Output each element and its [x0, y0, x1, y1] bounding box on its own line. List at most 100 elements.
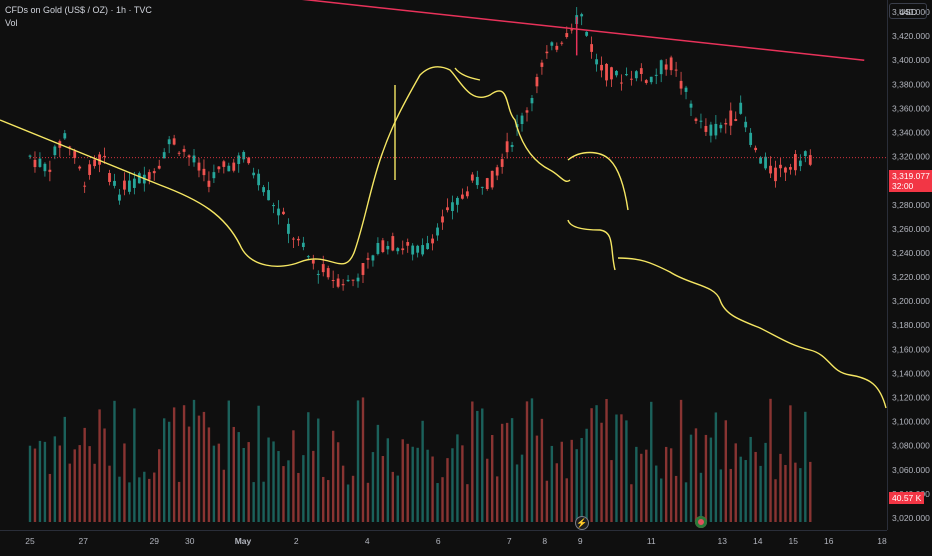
- volume-bar: [719, 469, 723, 522]
- volume-bar: [664, 446, 668, 522]
- lightning-icon[interactable]: ⚡: [575, 516, 589, 530]
- volume-bar: [655, 465, 658, 522]
- candle-body: [113, 180, 116, 186]
- candle-body: [490, 170, 494, 188]
- volume-bar: [610, 460, 613, 522]
- candle-body: [595, 59, 598, 65]
- price-axis[interactable]: 3,440.000 3,420.000 3,400.000 3,380.000 3,36…: [887, 0, 932, 530]
- volume-bar: [336, 442, 340, 522]
- candle-body: [719, 124, 723, 129]
- volume-bar: [625, 420, 628, 522]
- candle-body: [634, 71, 638, 79]
- volume-bar: [416, 447, 419, 522]
- candle-body: [406, 242, 410, 246]
- candle-body: [754, 147, 758, 151]
- candle-body: [500, 159, 504, 167]
- candle-body: [147, 172, 151, 180]
- volume-bar: [93, 463, 96, 522]
- volume-bar: [411, 446, 414, 522]
- price-tick-label: 3,260.000: [892, 224, 930, 234]
- candle-body: [470, 174, 474, 181]
- volume-bar: [585, 428, 588, 522]
- time-axis[interactable]: 25 27 29 30 May 2 4 6 7 8 9 11 13 14 15 16 18: [0, 530, 887, 551]
- candle-body: [649, 76, 653, 83]
- volume-bar: [192, 399, 196, 522]
- candle-body: [560, 42, 564, 44]
- candle-body: [600, 64, 603, 71]
- candle-body: [644, 80, 648, 83]
- time-tick-label: 8: [542, 536, 547, 546]
- candle-body: [714, 123, 718, 136]
- candle-body: [227, 165, 231, 172]
- projection-drawings: [0, 66, 887, 409]
- time-tick-label: 13: [718, 536, 728, 546]
- volume-bar: [391, 471, 395, 522]
- chart-area[interactable]: [0, 0, 887, 530]
- candle-body: [451, 202, 454, 212]
- candle-body: [729, 110, 733, 126]
- volume-bar: [456, 434, 459, 522]
- candle-body: [744, 121, 748, 128]
- candle-body: [78, 166, 82, 169]
- price-tick-label: 3,320.000: [892, 152, 930, 162]
- volume-bar: [63, 416, 66, 522]
- candle-body: [480, 186, 484, 188]
- candle-body: [580, 14, 584, 17]
- volume-bar: [103, 428, 106, 522]
- time-tick-label: 2: [294, 536, 299, 546]
- candle-body: [525, 110, 529, 113]
- candle-body: [789, 167, 792, 170]
- volume-bar: [108, 465, 111, 522]
- price-tick-label: 3,400.000: [892, 55, 930, 65]
- event-flag-icon[interactable]: [695, 516, 707, 528]
- price-chart[interactable]: [0, 0, 887, 530]
- volume-tag: 40.57 K: [889, 492, 925, 504]
- volume-bar: [381, 456, 385, 522]
- volume-bar: [277, 451, 280, 522]
- volume-bar: [724, 420, 727, 522]
- time-tick-label: 4: [365, 536, 370, 546]
- projection-path: [567, 219, 616, 271]
- volume-bar: [679, 399, 683, 522]
- volume-bar: [545, 480, 549, 522]
- volume-bar: [386, 438, 390, 522]
- candle-body: [590, 44, 594, 52]
- candle-body: [157, 165, 161, 169]
- volume-bar: [436, 483, 439, 522]
- candle-body: [53, 146, 57, 156]
- price-tick-label: 3,420.000: [892, 31, 930, 41]
- volume-bar: [764, 442, 767, 522]
- candle-body: [784, 167, 787, 173]
- candle-body: [192, 155, 196, 163]
- candle-body: [366, 258, 370, 260]
- volume-bar: [714, 412, 718, 522]
- price-tick-label: 3,200.000: [892, 296, 930, 306]
- volume-bar: [38, 440, 42, 522]
- price-tick-label: 3,020.000: [892, 513, 930, 523]
- candle-body: [242, 151, 246, 160]
- price-tick-label: 3,160.000: [892, 344, 930, 354]
- candle-body: [401, 248, 405, 251]
- time-tick-label: 15: [789, 536, 799, 546]
- volume-bar: [118, 476, 121, 522]
- candle-body: [679, 80, 683, 89]
- volume-label: Vol: [5, 18, 18, 28]
- volume-bar: [515, 464, 519, 522]
- candle-body: [411, 245, 415, 255]
- volume-bar: [113, 400, 116, 522]
- volume-bar: [371, 452, 375, 522]
- candle-body: [376, 242, 380, 254]
- volume-bar: [495, 476, 499, 522]
- volume-bar: [361, 397, 365, 522]
- candle-body: [187, 155, 191, 158]
- price-tick-label: 3,100.000: [892, 417, 930, 427]
- volume-bar: [28, 445, 32, 522]
- volume-bar: [540, 418, 544, 522]
- candle-body: [620, 82, 623, 84]
- volume-bar: [297, 472, 300, 522]
- candle-body: [699, 120, 703, 122]
- last-price-value: 3,319.077: [892, 171, 930, 181]
- currency-button[interactable]: USD: [889, 3, 927, 19]
- candle-body: [396, 248, 400, 252]
- volume-bar: [525, 401, 529, 522]
